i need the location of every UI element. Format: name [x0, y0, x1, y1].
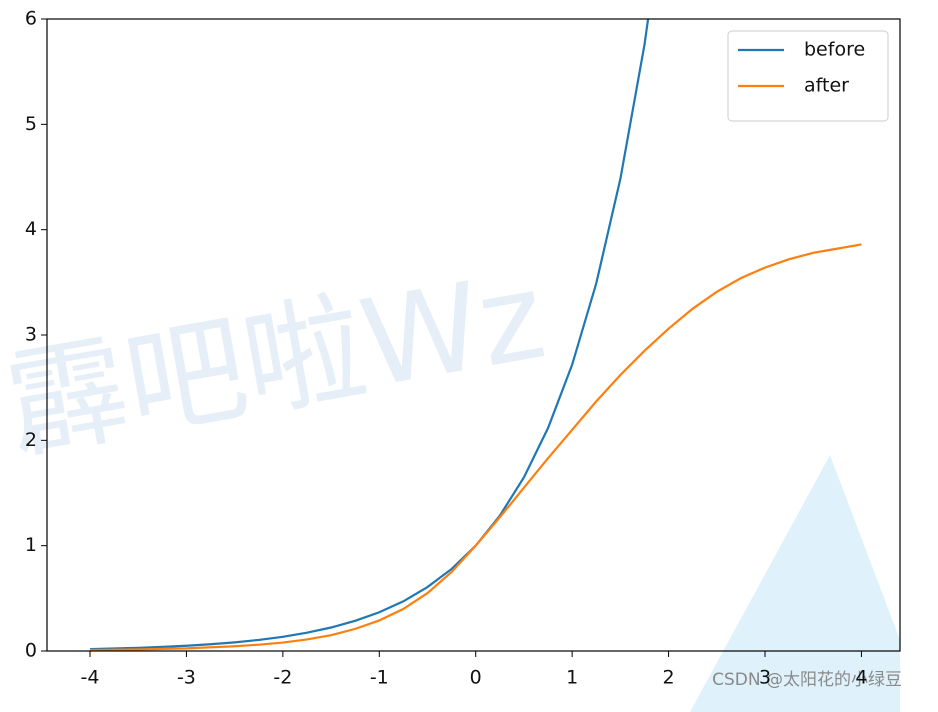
x-tick-label: 3 — [759, 667, 771, 689]
y-tick-label: 4 — [25, 218, 37, 240]
y-tick-label: 6 — [25, 8, 37, 30]
y-tick-label: 0 — [25, 640, 37, 662]
legend-label: before — [804, 39, 865, 61]
x-tick-label: -2 — [273, 667, 292, 689]
legend-box — [727, 30, 889, 122]
y-tick-label: 5 — [25, 113, 37, 135]
y-tick-label: 2 — [25, 429, 37, 451]
watermark: CSDN @太阳花的小绿豆 — [712, 670, 902, 690]
line-series — [90, 243, 862, 651]
x-tick-label: 1 — [566, 667, 578, 689]
axes-frame — [46, 18, 901, 652]
x-tick-label: 2 — [663, 667, 675, 689]
x-tick-label: -4 — [81, 667, 100, 689]
watermark: 霹吧啦Wz — [0, 247, 554, 478]
y-tick-label: 1 — [25, 534, 37, 556]
x-tick-label: 4 — [855, 667, 867, 689]
background-decoration — [690, 455, 900, 712]
x-tick-label: 0 — [470, 667, 482, 689]
x-tick-label: -3 — [177, 667, 196, 689]
y-tick-label: 3 — [25, 324, 37, 346]
legend-label: after — [804, 75, 849, 97]
x-tick-label: -1 — [370, 667, 389, 689]
